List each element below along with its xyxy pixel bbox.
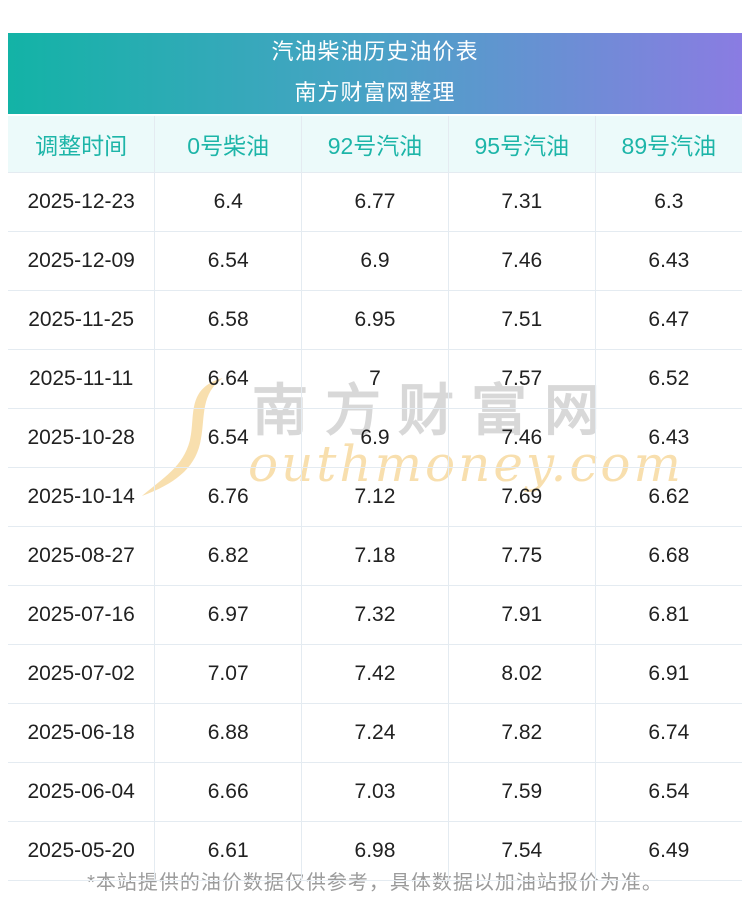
price-cell: 6.54 — [154, 231, 302, 291]
header-row: 调整时间 0号柴油 92号汽油 95号汽油 89号汽油 — [8, 116, 742, 173]
table-row: 2025-06-18 6.88 7.24 7.82 6.74 — [8, 703, 742, 763]
price-cell: 6.54 — [154, 408, 302, 468]
date-cell: 2025-10-28 — [8, 408, 155, 468]
price-cell: 6.52 — [594, 349, 742, 409]
date-cell: 2025-07-02 — [8, 644, 155, 704]
price-cell: 7.46 — [447, 408, 596, 468]
column-header-gas95: 95号汽油 — [447, 116, 596, 173]
price-cell: 6.64 — [154, 349, 302, 409]
price-cell: 6.95 — [301, 290, 449, 350]
table-row: 2025-12-23 6.4 6.77 7.31 6.3 — [8, 172, 742, 232]
price-cell: 7.31 — [447, 172, 596, 232]
date-cell: 2025-05-20 — [8, 821, 155, 881]
price-cell: 6.43 — [594, 231, 742, 291]
date-cell: 2025-11-11 — [8, 349, 155, 409]
price-cell: 7.32 — [301, 585, 449, 645]
price-cell: 6.49 — [594, 821, 742, 881]
table-row: 2025-12-09 6.54 6.9 7.46 6.43 — [8, 231, 742, 291]
date-cell: 2025-06-04 — [8, 762, 155, 822]
price-cell: 6.88 — [154, 703, 302, 763]
price-cell: 6.74 — [594, 703, 742, 763]
price-cell: 7.54 — [447, 821, 596, 881]
date-cell: 2025-11-25 — [8, 290, 155, 350]
column-header-gas92: 92号汽油 — [301, 116, 449, 173]
price-cell: 7.18 — [301, 526, 449, 586]
price-cell: 6.9 — [301, 231, 449, 291]
price-cell: 6.62 — [594, 467, 742, 527]
table-row: 2025-05-20 6.61 6.98 7.54 6.49 — [8, 821, 742, 881]
table-row: 2025-11-11 6.64 7 7.57 6.52 — [8, 349, 742, 409]
price-cell: 7.12 — [301, 467, 449, 527]
price-cell: 6.9 — [301, 408, 449, 468]
price-cell: 7.03 — [301, 762, 449, 822]
date-cell: 2025-12-09 — [8, 231, 155, 291]
price-cell: 6.47 — [594, 290, 742, 350]
column-header-gas89: 89号汽油 — [594, 116, 742, 173]
price-cell: 7.51 — [447, 290, 596, 350]
table-row: 2025-08-27 6.82 7.18 7.75 6.68 — [8, 526, 742, 586]
price-cell: 6.3 — [594, 172, 742, 232]
price-cell: 6.91 — [594, 644, 742, 704]
title-banner: 汽油柴油历史油价表 南方财富网整理 — [8, 33, 742, 114]
date-cell: 2025-10-14 — [8, 467, 155, 527]
price-cell: 6.77 — [301, 172, 449, 232]
price-cell: 8.02 — [447, 644, 596, 704]
price-cell: 6.76 — [154, 467, 302, 527]
price-cell: 6.43 — [594, 408, 742, 468]
price-cell: 7.75 — [447, 526, 596, 586]
date-cell: 2025-06-18 — [8, 703, 155, 763]
price-cell: 6.58 — [154, 290, 302, 350]
price-cell: 7.59 — [447, 762, 596, 822]
price-cell: 7 — [301, 349, 449, 409]
price-cell: 6.97 — [154, 585, 302, 645]
price-cell: 7.07 — [154, 644, 302, 704]
table-row: 2025-07-02 7.07 7.42 8.02 6.91 — [8, 644, 742, 704]
date-cell: 2025-07-16 — [8, 585, 155, 645]
price-cell: 7.57 — [447, 349, 596, 409]
price-cell: 6.66 — [154, 762, 302, 822]
page-subtitle: 南方财富网整理 — [294, 80, 456, 105]
price-cell: 7.46 — [447, 231, 596, 291]
price-cell: 6.61 — [154, 821, 302, 881]
price-cell: 7.91 — [447, 585, 596, 645]
page-title: 汽油柴油历史油价表 — [271, 39, 479, 64]
date-cell: 2025-08-27 — [8, 526, 155, 586]
price-cell: 6.54 — [594, 762, 742, 822]
oil-price-table: 调整时间 0号柴油 92号汽油 95号汽油 89号汽油 2025-12-23 6… — [8, 116, 742, 881]
date-cell: 2025-12-23 — [8, 172, 155, 232]
table-row: 2025-10-28 6.54 6.9 7.46 6.43 — [8, 408, 742, 468]
table-row: 2025-07-16 6.97 7.32 7.91 6.81 — [8, 585, 742, 645]
price-cell: 6.98 — [301, 821, 449, 881]
table-row: 2025-06-04 6.66 7.03 7.59 6.54 — [8, 762, 742, 822]
price-cell: 6.81 — [594, 585, 742, 645]
price-cell: 7.24 — [301, 703, 449, 763]
column-header-date: 调整时间 — [8, 116, 155, 173]
price-cell: 6.68 — [594, 526, 742, 586]
price-cell: 7.42 — [301, 644, 449, 704]
table-row: 2025-11-25 6.58 6.95 7.51 6.47 — [8, 290, 742, 350]
price-cell: 7.82 — [447, 703, 596, 763]
price-cell: 7.69 — [447, 467, 596, 527]
table-row: 2025-10-14 6.76 7.12 7.69 6.62 — [8, 467, 742, 527]
column-header-diesel0: 0号柴油 — [154, 116, 302, 173]
price-cell: 6.4 — [154, 172, 302, 232]
price-cell: 6.82 — [154, 526, 302, 586]
